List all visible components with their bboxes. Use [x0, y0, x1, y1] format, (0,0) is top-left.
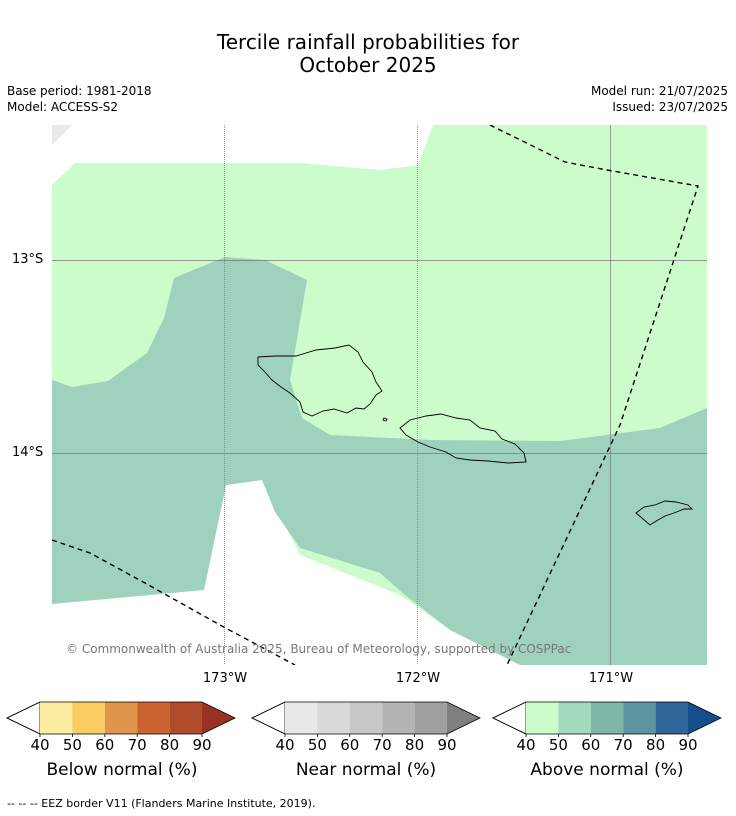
- colorbar-tick-label: 70: [613, 736, 633, 754]
- colorbar-tick-label: 60: [581, 736, 601, 754]
- colorbar-tick-label: 90: [437, 736, 457, 754]
- colorbar-over-triangle: [202, 702, 235, 734]
- colorbar-tick-label: 40: [516, 736, 536, 754]
- colorbar-over-triangle: [688, 702, 721, 734]
- title-line-2: October 2025: [299, 53, 437, 77]
- colorbars-svg: [6, 701, 722, 737]
- colorbar-tick-label: 90: [678, 736, 698, 754]
- colorbar-tick-label: 80: [160, 736, 180, 754]
- lon-label-172w: 172°W: [395, 671, 441, 686]
- grid-lines: [52, 125, 707, 665]
- eez-legend-footer: -- -- -- EEZ border V11 (Flanders Marine…: [7, 797, 316, 810]
- near-normal-colorbar: [251, 701, 481, 737]
- eez-border: [52, 125, 699, 665]
- colorbar-under-triangle: [251, 701, 286, 735]
- colorbar-segment: [623, 702, 656, 734]
- tutuila-island: [635, 500, 694, 526]
- model-text: Model: ACCESS-S2: [7, 100, 119, 114]
- no-data-corner: [52, 125, 72, 145]
- colorbar-tick-label: 50: [307, 736, 327, 754]
- above-normal-50-60-region: [52, 257, 707, 665]
- colorbar-segment: [40, 702, 73, 734]
- lat-label-14s: 14°S: [12, 445, 44, 460]
- no-data-bottom-left: [52, 642, 150, 665]
- colorbar-segment: [526, 702, 559, 734]
- copyright-text: © Commonwealth of Australia 2025, Bureau…: [66, 642, 571, 656]
- colorbar-segment: [104, 702, 138, 734]
- issued-text: Issued: 23/07/2025: [612, 100, 728, 114]
- colorbar-tick-label: 40: [275, 736, 295, 754]
- colorbar-segment: [558, 702, 591, 734]
- no-data-bottom-middle: [150, 628, 300, 665]
- meta-left: Base period: 1981-2018 Model: ACCESS-S2: [7, 83, 152, 115]
- colorbar-tick-label: 50: [548, 736, 568, 754]
- colorbar-tick-label: 90: [192, 736, 212, 754]
- meta-right: Model run: 21/07/2025 Issued: 23/07/2025: [591, 83, 728, 115]
- below-normal-colorbar: [6, 701, 236, 737]
- colorbar-over-triangle: [447, 702, 480, 734]
- colorbar-under-triangle: [6, 701, 41, 735]
- colorbar-segment: [655, 702, 688, 734]
- title-line-1: Tercile rainfall probabilities for: [216, 30, 520, 54]
- colorbar-segment: [137, 702, 170, 734]
- colorbar-segment: [414, 702, 447, 734]
- coastlines: [257, 344, 694, 526]
- colorbar-segment: [317, 702, 350, 734]
- colorbar-segment: [169, 702, 202, 734]
- colorbar-tick-label: 80: [405, 736, 425, 754]
- savaii-island: [257, 344, 383, 417]
- manono-islet: [382, 417, 388, 422]
- colorbar-tick-label: 70: [372, 736, 392, 754]
- lat-label-13s: 13°S: [12, 252, 44, 267]
- colorbar-tick-label: 60: [95, 736, 115, 754]
- model-run-text: Model run: 21/07/2025: [590, 84, 728, 98]
- colorbar-tick-label: 80: [646, 736, 666, 754]
- colorbar-tick-label: 60: [340, 736, 360, 754]
- lon-label-173w: 173°W: [202, 671, 248, 686]
- colorbar-tick-label: 40: [30, 736, 50, 754]
- lon-label-171w: 171°W: [588, 671, 634, 686]
- below-normal-title: Below normal (%): [46, 760, 198, 780]
- colorbar-segment: [349, 702, 383, 734]
- colorbar-segment: [382, 702, 415, 734]
- near-normal-title: Near normal (%): [295, 760, 437, 780]
- base-period-text: Base period: 1981-2018: [7, 84, 152, 98]
- colorbar-segment: [590, 702, 624, 734]
- map-title: Tercile rainfall probabilities for Octob…: [0, 31, 736, 77]
- upolu-island: [399, 413, 527, 464]
- above-normal-colorbar: [492, 701, 722, 737]
- colorbar-tick-label: 70: [127, 736, 147, 754]
- colorbar-tick-label: 50: [62, 736, 82, 754]
- colorbar-segment: [285, 702, 318, 734]
- above-normal-title: Above normal (%): [530, 760, 684, 780]
- colorbar-under-triangle: [492, 701, 527, 735]
- colorbar-segment: [72, 702, 105, 734]
